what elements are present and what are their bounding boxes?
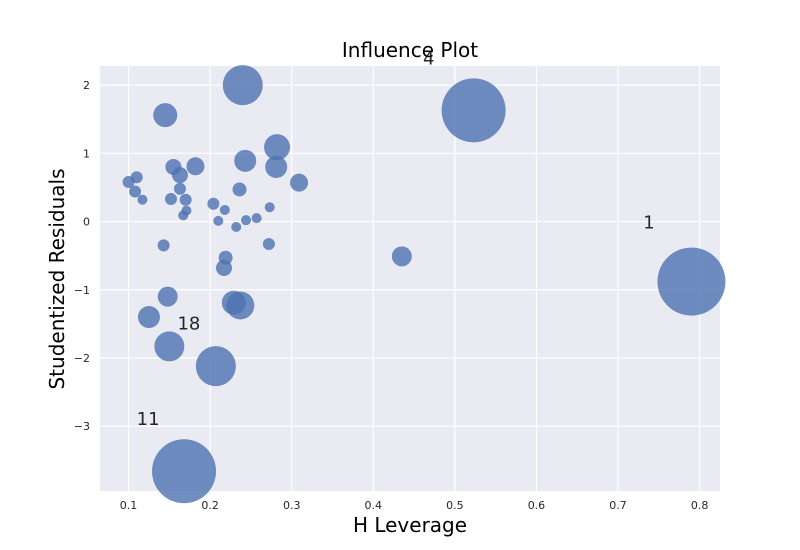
y-tick-label: 1 — [83, 147, 90, 160]
x-tick-label: 0.8 — [691, 499, 709, 512]
data-point — [241, 215, 252, 226]
data-point — [207, 197, 220, 210]
data-point — [222, 65, 263, 106]
plot-area — [100, 66, 720, 491]
point-annotations: 4 1 18 11 — [137, 49, 655, 430]
y-tick-label: −1 — [74, 284, 90, 297]
x-tick-label: 0.4 — [365, 499, 383, 512]
x-tick-label: 0.1 — [120, 499, 138, 512]
data-point — [153, 103, 178, 128]
data-point — [157, 239, 170, 252]
data-point — [173, 182, 186, 195]
x-tick-label: 0.3 — [283, 499, 301, 512]
data-point — [137, 194, 148, 205]
data-point — [391, 246, 412, 267]
data-point — [129, 185, 142, 198]
data-point — [234, 149, 257, 172]
x-tick-label: 0.6 — [528, 499, 546, 512]
data-points — [122, 65, 726, 504]
data-point — [221, 290, 246, 315]
data-point — [122, 175, 135, 188]
data-point — [265, 155, 288, 178]
data-point — [195, 346, 236, 387]
x-tick-label: 0.2 — [201, 499, 219, 512]
data-point — [441, 78, 506, 143]
data-point — [157, 286, 178, 307]
data-point — [262, 238, 275, 251]
y-tick-label: 2 — [83, 79, 90, 92]
data-point — [178, 210, 189, 221]
data-point — [171, 167, 188, 184]
grid — [100, 66, 720, 491]
data-point — [186, 157, 205, 176]
data-point — [232, 182, 247, 197]
point-annotation: 1 — [643, 212, 654, 233]
x-tick-label: 0.7 — [609, 499, 627, 512]
y-tick-label: −3 — [74, 420, 90, 433]
y-tick-label: 0 — [83, 216, 90, 229]
point-annotation: 4 — [423, 49, 434, 70]
data-point — [219, 204, 230, 215]
data-point — [154, 331, 185, 362]
data-point — [164, 193, 177, 206]
data-point — [137, 306, 160, 329]
data-point — [657, 247, 726, 316]
data-point — [264, 202, 275, 213]
data-point — [264, 134, 291, 161]
y-axis-ticks: −3 −2 −1 0 1 2 — [74, 79, 90, 433]
data-point — [213, 215, 224, 226]
data-point — [290, 173, 309, 192]
point-annotation: 11 — [137, 409, 160, 430]
x-tick-label: 0.5 — [446, 499, 464, 512]
data-point — [152, 439, 217, 504]
y-tick-label: −2 — [74, 352, 90, 365]
point-annotation: 18 — [177, 313, 200, 334]
x-axis-title: H Leverage — [353, 513, 467, 537]
data-point — [218, 250, 233, 265]
chart-title: Influence Plot — [342, 38, 478, 62]
x-axis-ticks: 0.1 0.2 0.3 0.4 0.5 0.6 0.7 0.8 — [120, 499, 709, 512]
y-axis-title: Studentized Residuals — [45, 168, 69, 389]
data-point — [251, 213, 262, 224]
data-point — [231, 221, 242, 232]
data-point — [179, 193, 192, 206]
